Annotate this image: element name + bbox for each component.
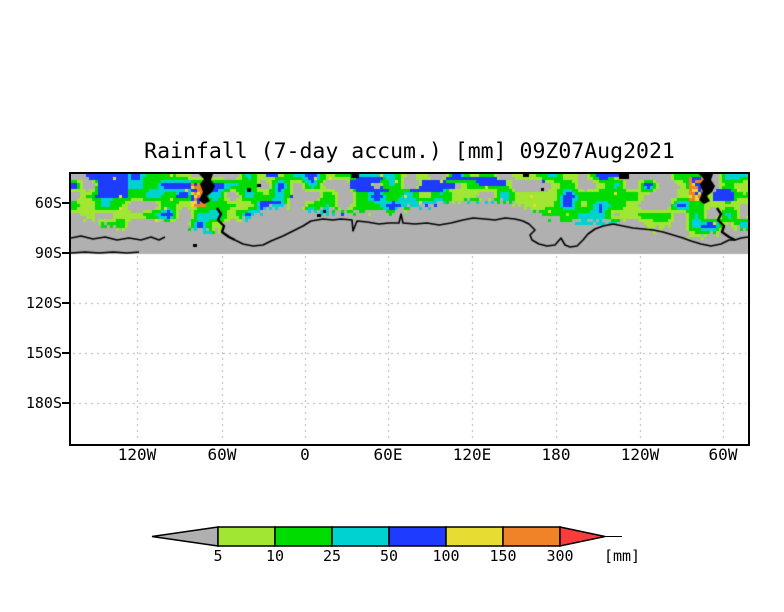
- colorbar-level-label: 300: [546, 547, 574, 565]
- colorbar-box: [217, 526, 276, 547]
- colorbar-level-label: 10: [265, 547, 285, 565]
- colorbar-above-max-arrow: [559, 526, 606, 547]
- y-axis-label: 90S: [34, 244, 62, 262]
- y-axis-tick: [62, 252, 69, 254]
- chart-title: Rainfall (7-day accum.) [mm] 09Z07Aug202…: [144, 139, 675, 164]
- colorbar-legend: [151, 526, 622, 547]
- colorbar-level-label: 5: [213, 547, 223, 565]
- y-axis-tick: [62, 302, 69, 304]
- x-axis-label: 60W: [708, 445, 738, 464]
- rainfall-map-canvas: [71, 174, 748, 444]
- colorbar-level-label: 50: [379, 547, 399, 565]
- x-axis-label: 60W: [207, 445, 237, 464]
- x-axis-label: 120W: [620, 445, 660, 464]
- y-axis-label: 180S: [25, 394, 62, 412]
- x-axis-label: 120W: [117, 445, 157, 464]
- x-axis-label: 120E: [452, 445, 492, 464]
- x-axis-label: 0: [300, 445, 310, 464]
- y-axis-label: 120S: [25, 294, 62, 312]
- y-axis-tick: [62, 352, 69, 354]
- colorbar-box: [274, 526, 333, 547]
- y-axis-tick: [62, 202, 69, 204]
- colorbar-below-min-arrow: [151, 526, 219, 547]
- x-axis-label: 60E: [373, 445, 403, 464]
- y-axis-tick: [62, 402, 69, 404]
- map-plot-area: [69, 172, 750, 446]
- colorbar-box: [331, 526, 390, 547]
- colorbar-box: [445, 526, 504, 547]
- colorbar-level-label: 100: [432, 547, 460, 565]
- x-axis-label: 180: [541, 445, 571, 464]
- colorbar-level-label: 150: [489, 547, 517, 565]
- colorbar-box: [502, 526, 561, 547]
- y-axis-label: 60S: [34, 194, 62, 212]
- colorbar-box: [388, 526, 447, 547]
- colorbar-units-label: [mm]: [603, 547, 641, 565]
- colorbar-level-label: 25: [322, 547, 342, 565]
- y-axis-label: 150S: [25, 344, 62, 362]
